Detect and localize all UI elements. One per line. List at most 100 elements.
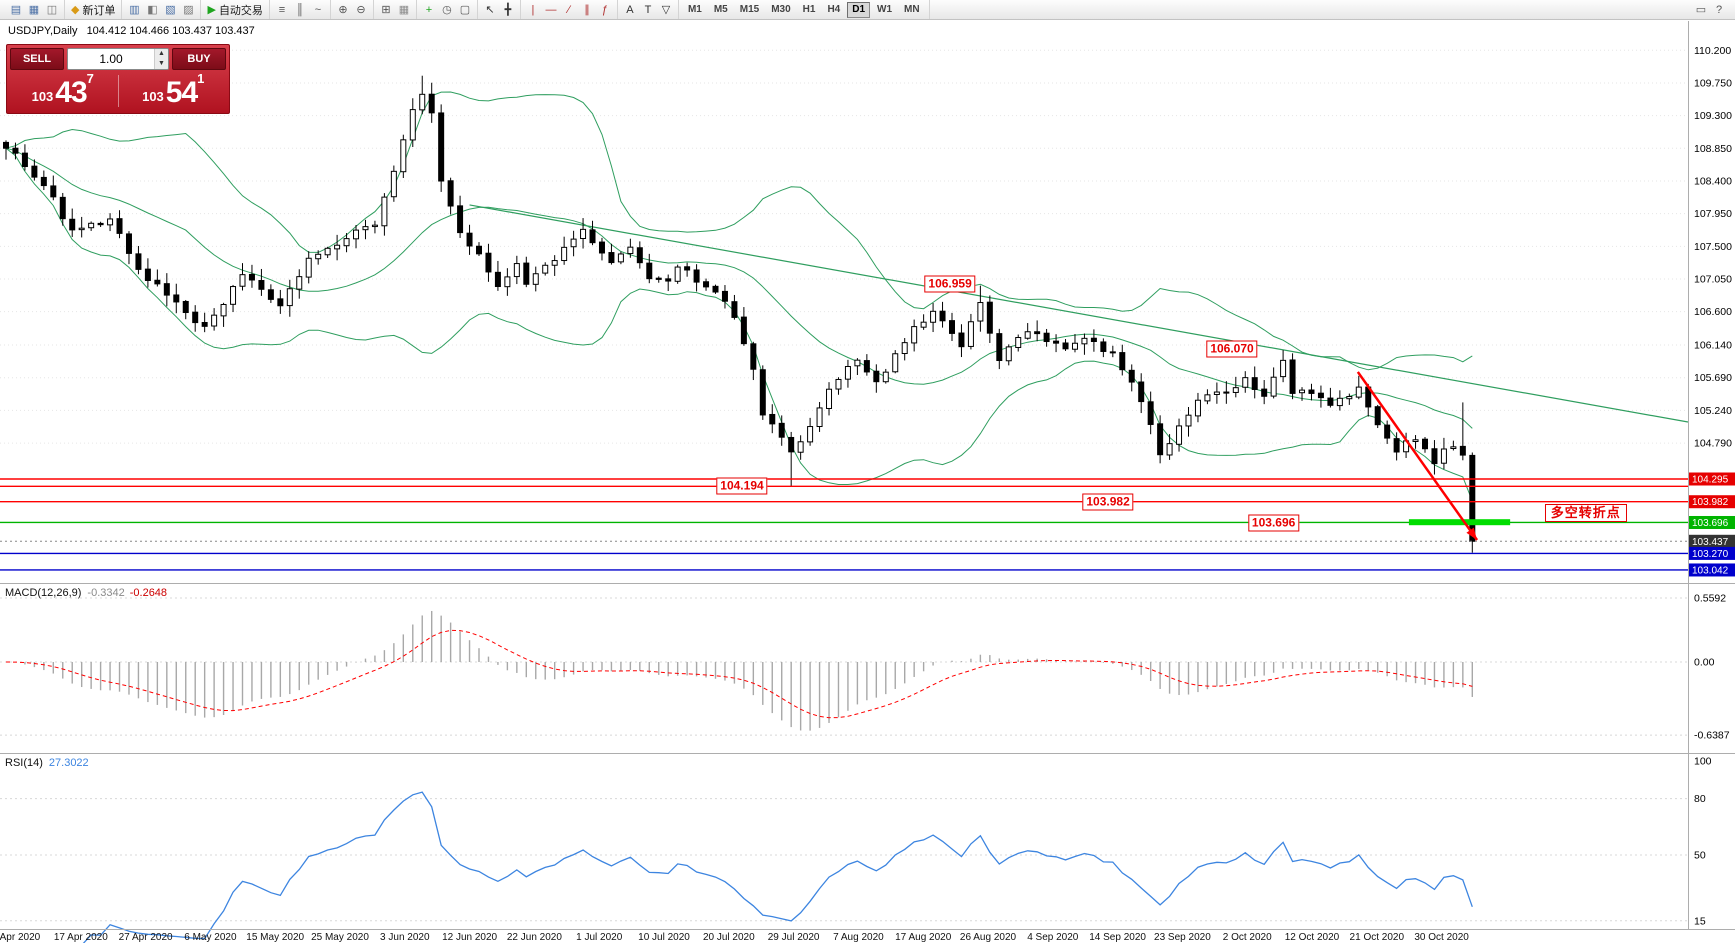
- timeframe-H4[interactable]: H4: [822, 2, 845, 18]
- window-list-button[interactable]: ▭: [1692, 1, 1710, 18]
- timeframe-H1[interactable]: H1: [798, 2, 821, 18]
- fibonacci-tool-button[interactable]: ƒ: [596, 1, 614, 18]
- text-tool-button[interactable]: A: [621, 1, 639, 18]
- candlestick-mode-button[interactable]: ║: [291, 1, 309, 18]
- zoom-out-button[interactable]: ⊖: [352, 1, 370, 18]
- svg-text:108.850: 108.850: [1694, 143, 1732, 155]
- volume-input[interactable]: [68, 49, 154, 69]
- grid-toggle-button[interactable]: ▦: [395, 1, 413, 18]
- timeframe-W1[interactable]: W1: [872, 2, 897, 18]
- timeframe-MN[interactable]: MN: [899, 2, 925, 18]
- label-tool-button[interactable]: T: [639, 1, 657, 18]
- candlestick-mode-icon: ║: [296, 3, 304, 16]
- timeframe-M15[interactable]: M15: [735, 2, 764, 18]
- grid-toggle-icon: ▦: [398, 4, 410, 16]
- svg-text:107.500: 107.500: [1694, 241, 1732, 253]
- chart-profiles-button[interactable]: ▦: [25, 1, 43, 18]
- timeframe-M5[interactable]: M5: [709, 2, 733, 18]
- price-annotation[interactable]: 106.959: [924, 275, 976, 293]
- svg-text:104.295: 104.295: [1692, 475, 1729, 486]
- toolbar-group-cursor: ↖ ╋: [478, 0, 521, 19]
- timeframe-D1[interactable]: D1: [847, 1, 871, 18]
- svg-text:15: 15: [1694, 915, 1706, 927]
- indicators-add-button[interactable]: +: [420, 1, 438, 18]
- chart-shift-button[interactable]: ◫: [43, 1, 61, 18]
- channel-tool-icon: ∥: [584, 4, 590, 16]
- svg-text:0.00: 0.00: [1694, 657, 1715, 669]
- periods-icon: ◷: [442, 4, 452, 16]
- volume-control: ▲ ▼: [67, 48, 169, 70]
- one-click-trading-panel: SELL ▲ ▼ BUY 103 43 7 103 54 1: [6, 44, 230, 114]
- price-tag: [1689, 534, 1735, 548]
- auto-trading-button[interactable]: ▶ 自动交易: [204, 1, 265, 18]
- sell-button[interactable]: SELL: [10, 48, 64, 70]
- line-chart-mode-button[interactable]: ~: [309, 1, 327, 18]
- market-watch-button[interactable]: ▥: [125, 1, 143, 18]
- svg-text:1 Jul 2020: 1 Jul 2020: [576, 932, 623, 943]
- symbol-label: USDJPY,Daily: [8, 25, 78, 37]
- svg-text:23 Sep 2020: 23 Sep 2020: [1154, 932, 1211, 943]
- line-chart-mode-icon: ~: [314, 3, 322, 16]
- toolbar-group-tools: + ◷ ▢: [417, 0, 478, 19]
- trendline[interactable]: [469, 204, 1689, 423]
- shapes-tool-button[interactable]: ▽: [657, 1, 675, 18]
- vertical-line-tool-button[interactable]: |: [524, 1, 542, 18]
- support-zone-bar[interactable]: [1408, 519, 1511, 526]
- data-window-button[interactable]: ◧: [143, 1, 161, 18]
- svg-text:7 Aug 2020: 7 Aug 2020: [833, 932, 884, 943]
- svg-text:30 Oct 2020: 30 Oct 2020: [1414, 932, 1469, 943]
- navigator-button[interactable]: ▧: [161, 1, 179, 18]
- toolbar-group-timeframes: M1 M5 M15 M30 H1 H4 D1 W1 MN: [679, 0, 930, 19]
- terminal-icon: ▨: [183, 4, 194, 16]
- svg-text:103.270: 103.270: [1692, 549, 1729, 560]
- timeframe-M1[interactable]: M1: [683, 2, 707, 18]
- svg-text:0.5592: 0.5592: [1694, 593, 1726, 605]
- trend-arrow[interactable]: [1356, 371, 1479, 541]
- volume-increase-button[interactable]: ▲: [155, 49, 168, 59]
- help-button[interactable]: ?: [1710, 1, 1728, 18]
- sell-price: 103 43 7: [31, 71, 94, 109]
- crosshair-tool-button[interactable]: ╋: [499, 1, 517, 18]
- timeframe-M30[interactable]: M30: [766, 2, 795, 18]
- price-annotation[interactable]: 106.070: [1206, 340, 1258, 358]
- price-annotation[interactable]: 104.194: [716, 477, 768, 495]
- new-order-button[interactable]: ◆ 新订单: [68, 1, 118, 18]
- zoom-in-button[interactable]: ⊕: [334, 1, 352, 18]
- candlestick-series: [3, 75, 1476, 553]
- ohlc-values: 104.412 104.466 103.437 103.437: [86, 25, 255, 37]
- new-order-label: 新订单: [82, 4, 116, 17]
- time-axis[interactable]: 7 Apr 2020 17 Apr 2020 27 Apr 2020 6 May 20…: [0, 932, 1469, 943]
- svg-text:2 Oct 2020: 2 Oct 2020: [1223, 932, 1272, 943]
- svg-text:109.300: 109.300: [1694, 110, 1732, 122]
- toolbar-group-autotrade: ▶ 自动交易: [201, 0, 270, 19]
- bar-chart-mode-icon: ≡: [278, 3, 286, 16]
- periods-button[interactable]: ◷: [438, 1, 456, 18]
- new-chart-button[interactable]: ▤: [7, 1, 25, 18]
- tile-windows-icon: ⊞: [381, 4, 391, 16]
- trendline-tool-button[interactable]: ∕: [560, 1, 578, 18]
- terminal-button[interactable]: ▨: [179, 1, 197, 18]
- price-annotation[interactable]: 103.982: [1082, 493, 1134, 511]
- pane-separators[interactable]: [0, 21, 1735, 930]
- volume-decrease-button[interactable]: ▼: [155, 59, 168, 69]
- rsi-pane-label: RSI(14) 27.3022: [5, 757, 89, 769]
- svg-text:-0.6387: -0.6387: [1694, 730, 1730, 742]
- toolbar: ▤ ▦ ◫ ◆ 新订单 ▥ ◧ ▧ ▨ ▶ 自动交易 ≡ ║ ~ ⊕ ⊖ ⊞ ▦ + ◷ ▢ ↖ ╋ | — ∕ ∥ ƒ A T ▽ M1 M5…: [0, 0, 1735, 20]
- auto-trading-icon: ▶: [207, 4, 216, 16]
- templates-button[interactable]: ▢: [456, 1, 474, 18]
- horizontal-line-tool-button[interactable]: —: [542, 1, 560, 18]
- price-tag: [1689, 515, 1735, 529]
- macd-histogram: [14, 610, 1474, 731]
- tile-windows-button[interactable]: ⊞: [377, 1, 395, 18]
- svg-text:12 Oct 2020: 12 Oct 2020: [1285, 932, 1340, 943]
- bar-chart-mode-button[interactable]: ≡: [273, 1, 291, 18]
- buy-button[interactable]: BUY: [172, 48, 226, 70]
- price-annotation[interactable]: 103.696: [1247, 514, 1300, 532]
- channel-tool-button[interactable]: ∥: [578, 1, 596, 18]
- toolbar-group-text: A T ▽: [618, 0, 679, 19]
- note-annotation[interactable]: 多空转折点: [1544, 503, 1627, 522]
- cursor-tool-button[interactable]: ↖: [481, 1, 499, 18]
